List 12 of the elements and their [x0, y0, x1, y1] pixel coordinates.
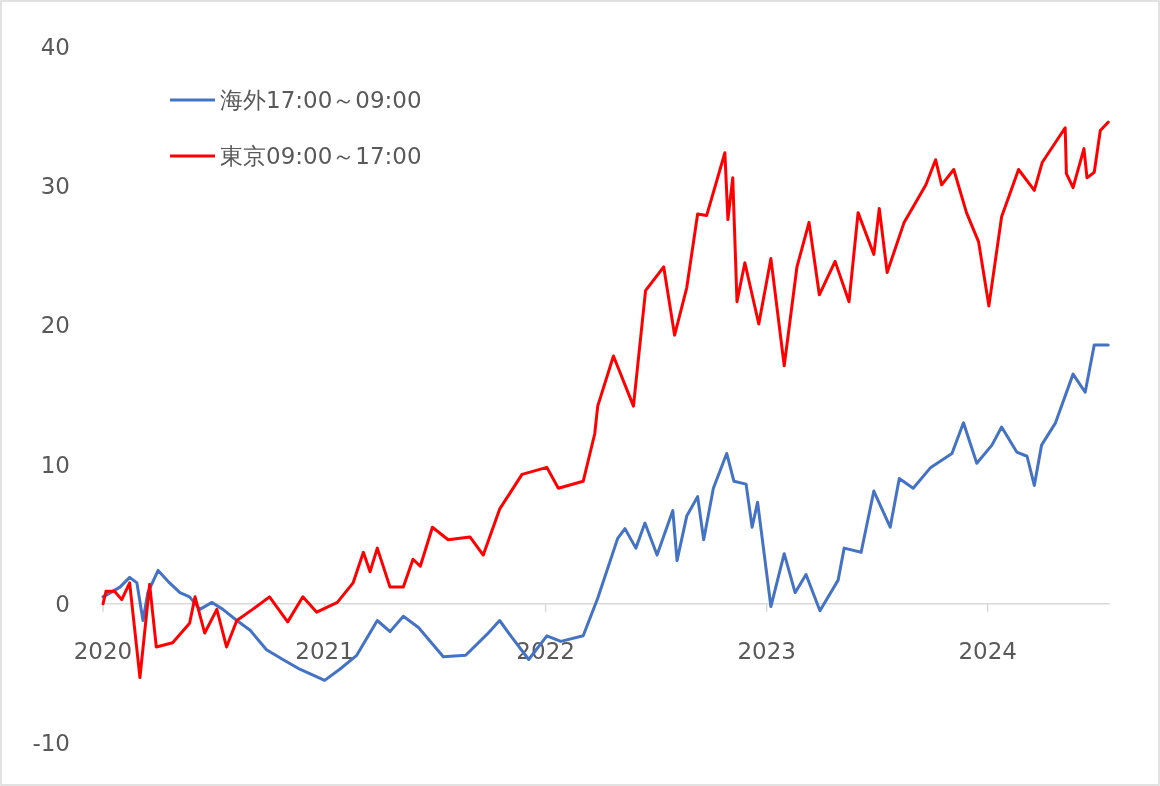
- y-tick-label: 0: [55, 590, 70, 617]
- y-tick-label: 20: [40, 312, 70, 339]
- y-tick-label: 40: [40, 34, 70, 60]
- x-tick-label: 2021: [295, 637, 354, 664]
- x-tick-label: 2020: [73, 637, 133, 664]
- legend-label: 東京09:00～17:00: [220, 143, 422, 169]
- legend-label: 海外17:00～09:00: [220, 87, 422, 113]
- y-tick-label: 10: [40, 451, 70, 478]
- y-tick-label: -10: [32, 730, 70, 756]
- y-tick-label: 30: [40, 173, 70, 200]
- x-tick-label: 2023: [737, 637, 796, 664]
- x-tick-label: 2024: [958, 637, 1017, 664]
